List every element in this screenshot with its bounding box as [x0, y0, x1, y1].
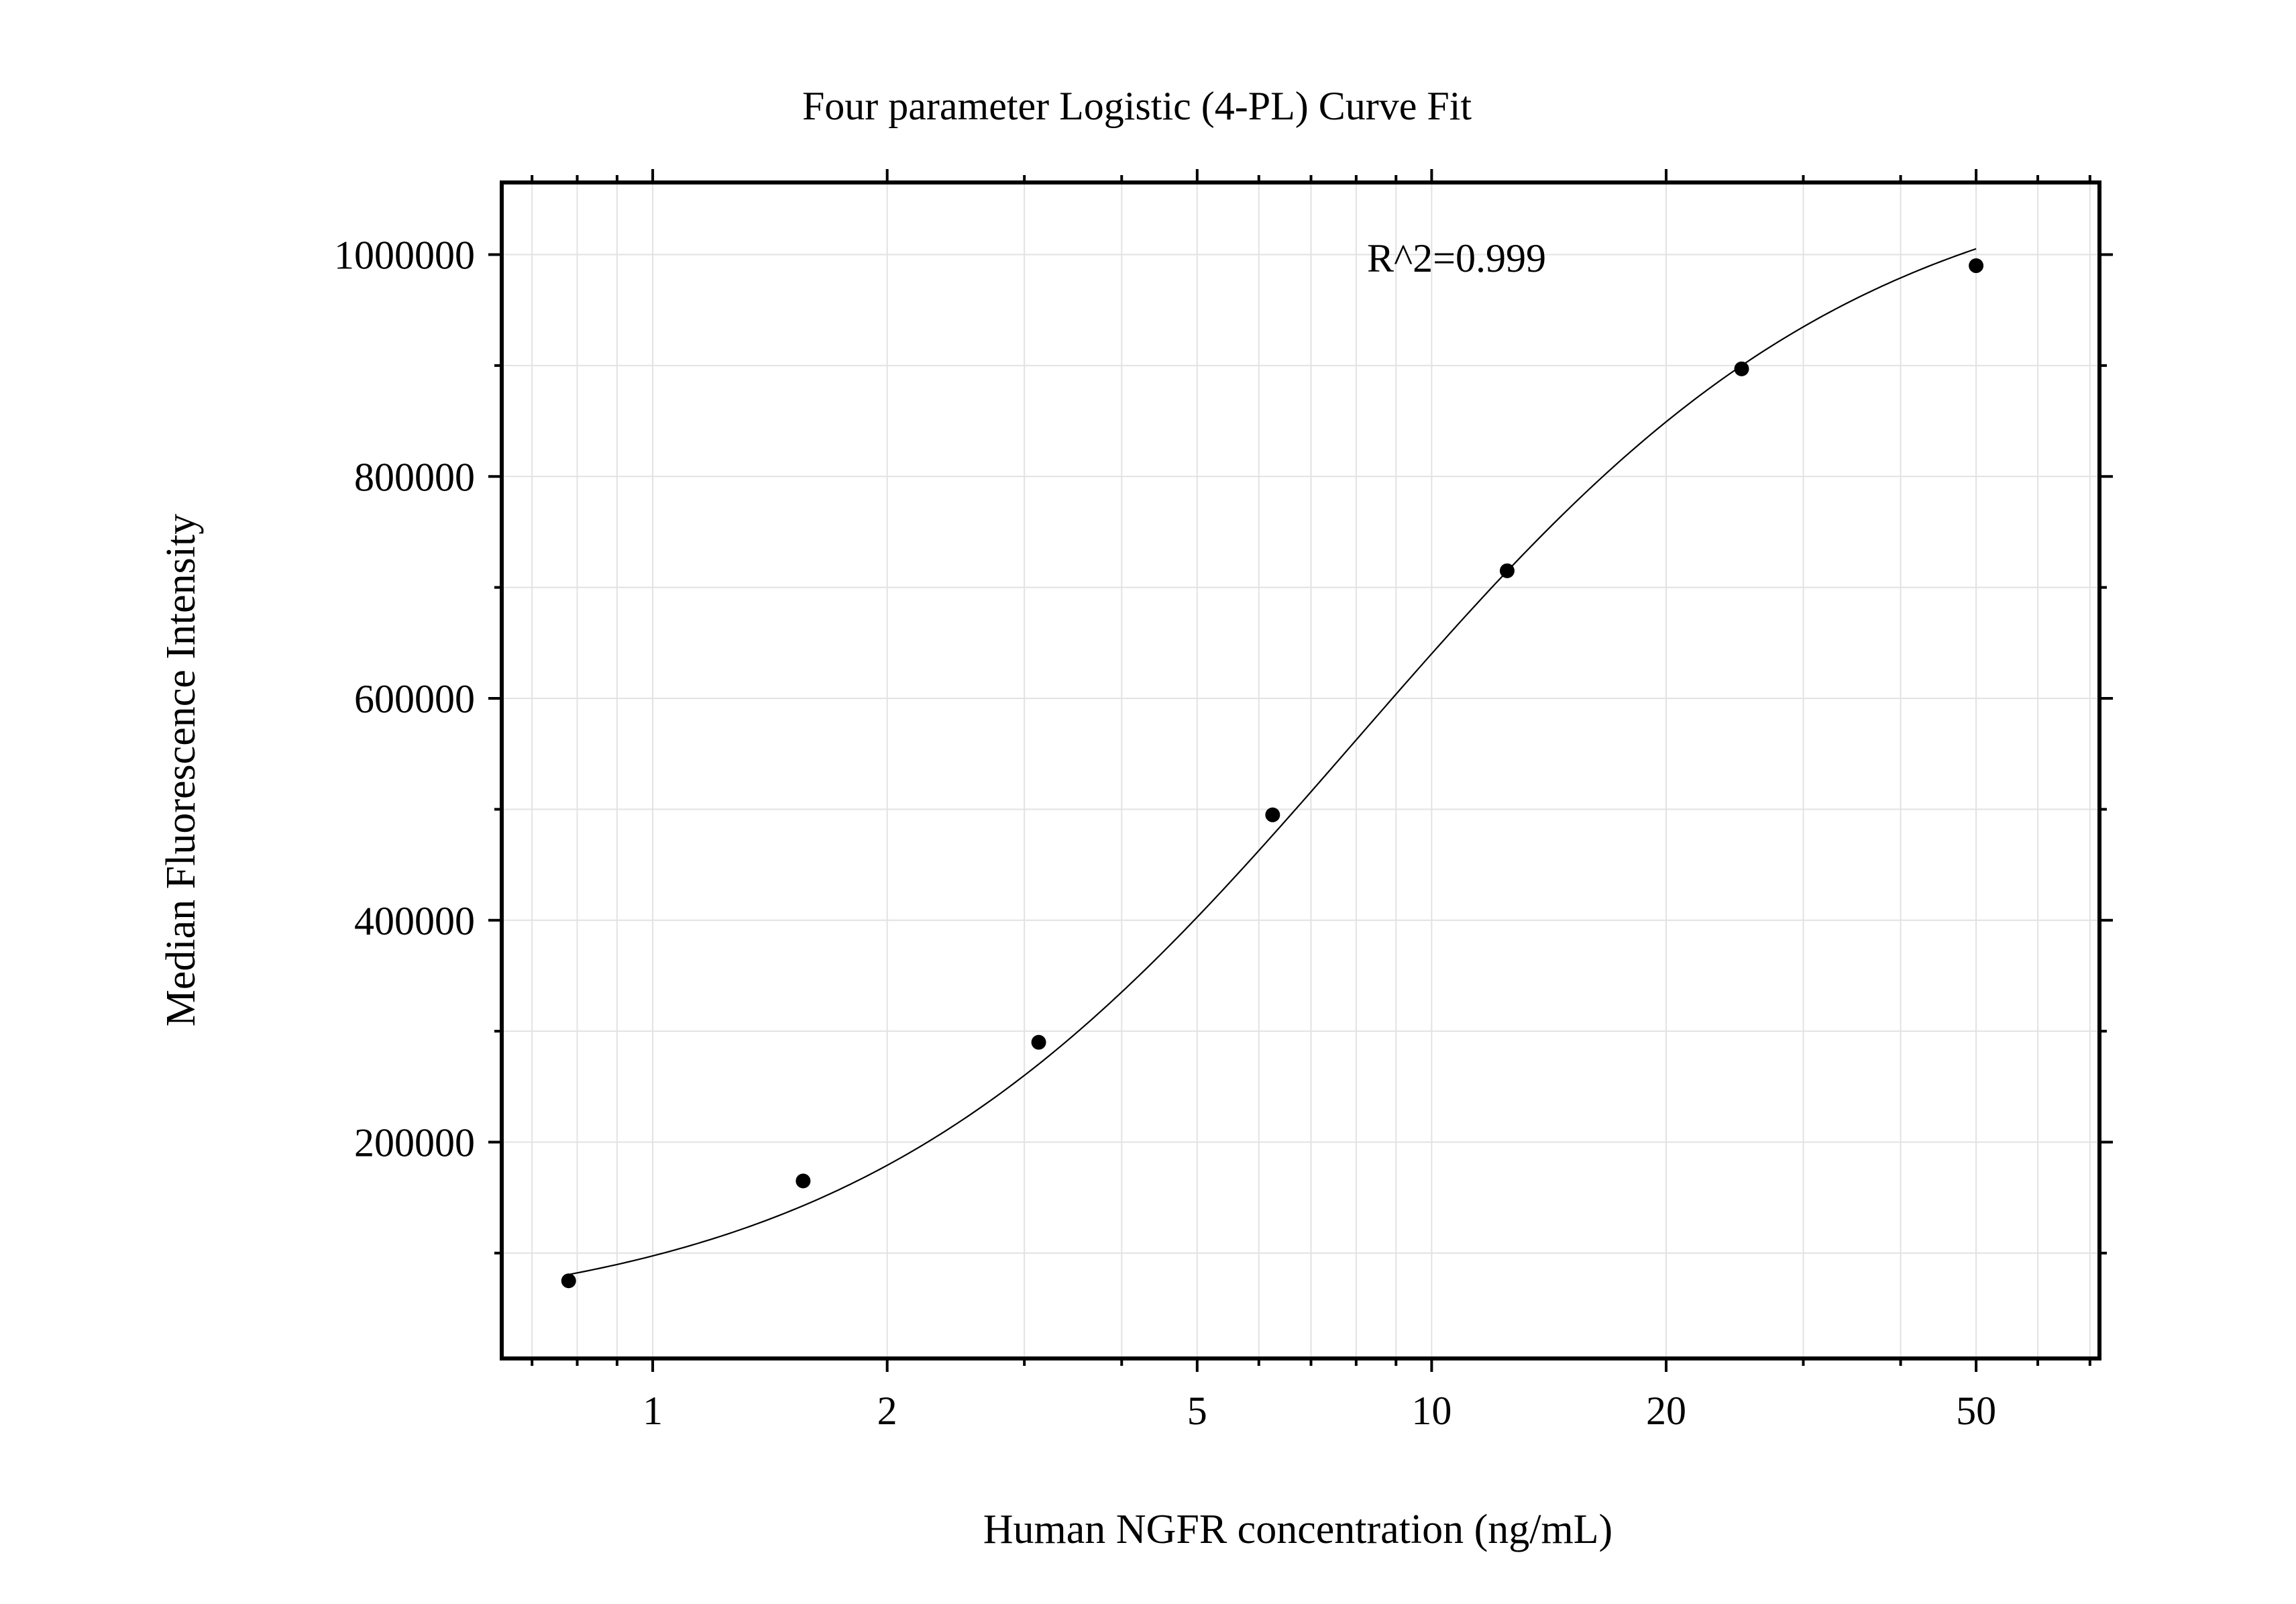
data-point [1031, 1034, 1046, 1050]
x-tick-label: 1 [643, 1389, 663, 1433]
grid [502, 182, 2099, 1358]
x-tick-label: 50 [1956, 1389, 1996, 1433]
x-tick-label: 2 [877, 1389, 897, 1433]
tick-labels: 1 2 5 10 20 50 200000 400000 600000 800000 1000000 [334, 233, 1996, 1433]
x-tick-label: 10 [1411, 1389, 1452, 1433]
x-tick-label: 20 [1646, 1389, 1686, 1433]
y-tick-label: 800000 [354, 455, 475, 499]
data-point [1265, 807, 1280, 822]
data-point [796, 1173, 811, 1189]
axis-ticks [488, 169, 2113, 1372]
y-tick-label: 400000 [354, 899, 475, 943]
plot-frame [500, 180, 2101, 1360]
r-squared-annotation: R^2=0.999 [1367, 236, 1546, 280]
data-points [561, 258, 1984, 1289]
chart-title: Four parameter Logistic (4-PL) Curve Fit [802, 84, 1472, 128]
y-tick-label: 1000000 [334, 233, 475, 277]
data-point [561, 1273, 576, 1289]
data-point [1734, 361, 1749, 376]
y-tick-label: 200000 [354, 1121, 475, 1165]
data-point [1499, 563, 1515, 578]
y-tick-label: 600000 [354, 677, 475, 721]
x-axis-label: Human NGFR concentration (ng/mL) [983, 1507, 1612, 1552]
x-tick-label: 5 [1187, 1389, 1207, 1433]
data-point [1969, 258, 1984, 274]
y-axis-label: Median Fluorescence Intensity [158, 514, 204, 1026]
